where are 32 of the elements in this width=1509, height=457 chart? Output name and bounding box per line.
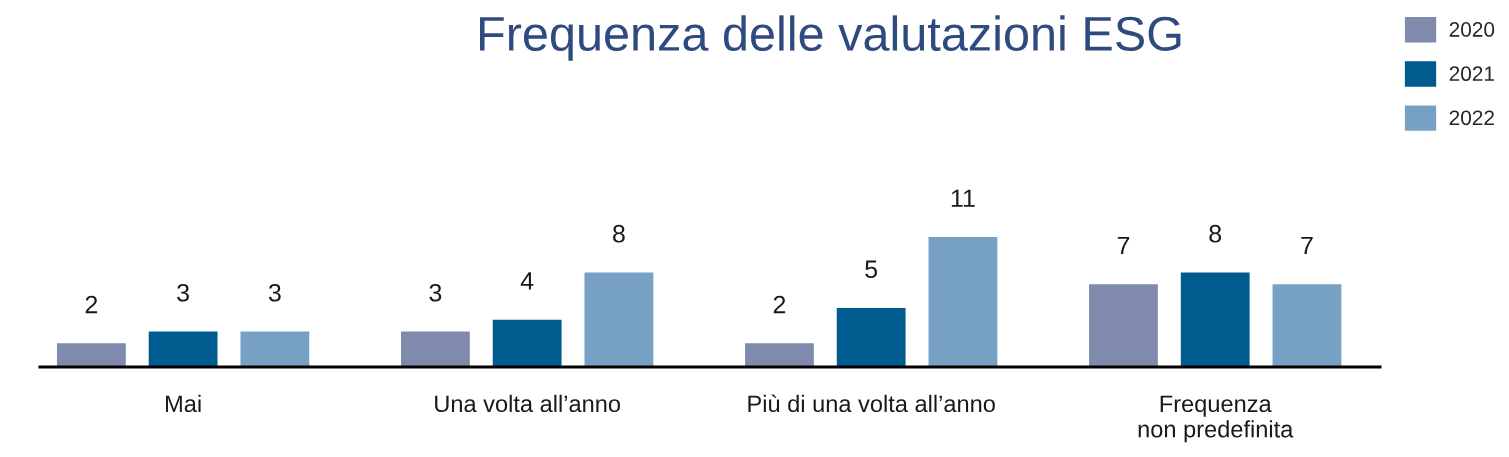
bar (240, 331, 310, 367)
bar (1089, 284, 1158, 367)
bar (56, 343, 126, 367)
data-label: 7 (1117, 236, 1130, 255)
bar (492, 319, 562, 367)
bar (584, 272, 654, 367)
x-tick-label: Mai (166, 394, 201, 413)
bar (745, 343, 814, 367)
data-label: 7 (1301, 236, 1313, 255)
legend-label: 2021 (1449, 66, 1494, 82)
legend-label: 2022 (1449, 110, 1494, 126)
bar (148, 331, 218, 367)
data-label: 4 (520, 272, 534, 290)
bar (836, 307, 906, 367)
x-tick-label: Più di una volta all’anno (748, 394, 995, 413)
data-label: 8 (613, 224, 625, 243)
data-label: 2 (85, 295, 98, 314)
bar (928, 237, 998, 367)
data-label: 11 (951, 189, 975, 207)
legend-label: 2020 (1449, 22, 1495, 37)
data-label: 3 (268, 283, 281, 302)
chart-title: Frequenza delle valutazioni ESG (480, 15, 1181, 61)
data-label: 3 (429, 283, 442, 302)
data-label: 5 (865, 260, 878, 278)
bar (401, 331, 470, 367)
bar (1272, 284, 1342, 367)
x-tick-label: Frequenza non predefinita (1138, 395, 1294, 443)
data-label: 3 (177, 283, 189, 302)
data-label: 8 (1209, 224, 1222, 243)
data-label: 2 (773, 295, 786, 314)
x-tick-label: Una volta all’anno (435, 394, 621, 413)
bar (1180, 272, 1250, 367)
